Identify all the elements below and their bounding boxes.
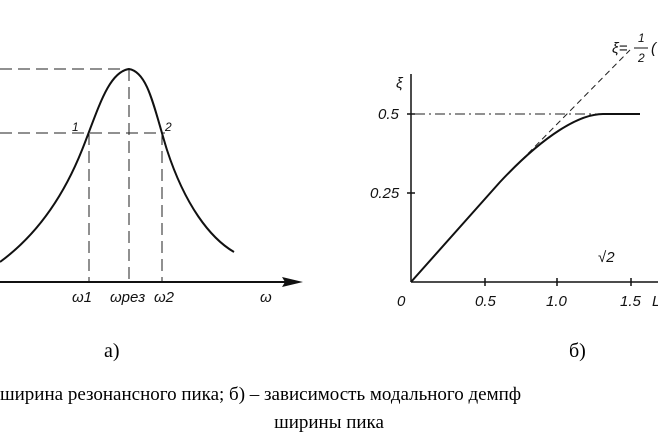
caption-line-2: ширины пика xyxy=(274,412,384,433)
formula-lhs: ξ= xyxy=(612,40,628,57)
point-1-label: 1 xyxy=(72,120,79,134)
xi-axis-label: ξ xyxy=(396,75,404,92)
damping-plot: ξ 0.5 0.25 0 0.5 1.0 1.5 L √2 ξ= 1 2 ( б… xyxy=(370,31,658,362)
omega-axis-label: ω xyxy=(260,289,272,306)
resonance-plot: 1 2 ω1 ωрез ω2 ω а) xyxy=(0,67,303,362)
origin-label: 0 xyxy=(397,293,406,310)
formula-tail: ( xyxy=(651,40,658,57)
omega-res-tick-label: ωрез xyxy=(110,289,145,306)
omega1-tick-label: ω1 xyxy=(72,289,92,306)
y-tick-label-0.25: 0.25 xyxy=(370,185,400,202)
caption-line-1: ширина резонансного пика; б) – зависимос… xyxy=(0,384,521,405)
subfigure-b-label: б) xyxy=(569,340,586,362)
subfigure-a-label: а) xyxy=(104,340,120,362)
sqrt2-label: √2 xyxy=(598,249,615,266)
formula-numerator: 1 xyxy=(638,31,645,45)
damping-curve xyxy=(410,113,640,283)
x-tick-label-1.5: 1.5 xyxy=(620,293,642,310)
resonance-curve xyxy=(0,67,235,263)
y-tick-label-0.5: 0.5 xyxy=(378,106,400,123)
point-2-label: 2 xyxy=(164,120,172,134)
x-tick-label-1.0: 1.0 xyxy=(546,293,568,310)
omega-axis-arrow xyxy=(282,277,303,287)
formula-denominator: 2 xyxy=(637,51,645,65)
x-tick-label-0.5: 0.5 xyxy=(475,293,497,310)
x-axis-label-partial: L xyxy=(652,293,658,310)
omega2-tick-label: ω2 xyxy=(154,289,175,306)
